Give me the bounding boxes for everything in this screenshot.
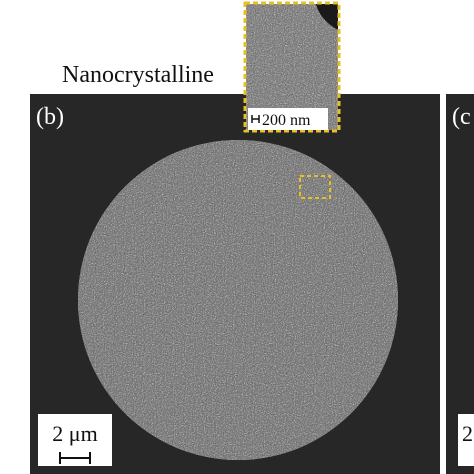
inset-region bbox=[299, 175, 331, 199]
panel-title: Nanocrystalline bbox=[62, 62, 214, 88]
inset-edge bbox=[316, 4, 338, 30]
scale-bar-label: 2 bbox=[462, 421, 473, 446]
scale-bar bbox=[251, 115, 260, 123]
grain-disc bbox=[78, 140, 398, 460]
scale-bar-label: 2 μm bbox=[52, 421, 97, 446]
scale-bar-label: 200 nm bbox=[262, 112, 311, 129]
scale-bar-box bbox=[458, 414, 474, 466]
scale-bar bbox=[59, 452, 91, 464]
scale-bar-box bbox=[248, 108, 328, 130]
panel-label: (c bbox=[452, 104, 471, 130]
micrograph-panel bbox=[446, 94, 474, 474]
panel-label: (b) bbox=[36, 104, 64, 130]
inset-border bbox=[243, 1, 341, 133]
